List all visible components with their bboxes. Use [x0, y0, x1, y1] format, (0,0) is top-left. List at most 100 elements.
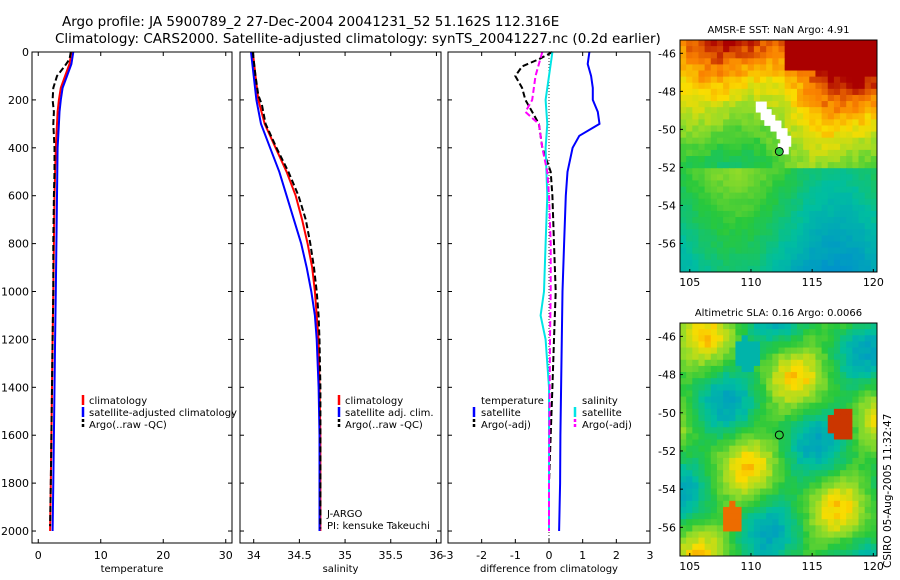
map-cell — [803, 101, 810, 108]
map-cell — [784, 353, 792, 361]
map-cell — [698, 519, 706, 526]
map-cell — [710, 192, 718, 200]
map-cell — [741, 137, 749, 145]
map-cell — [741, 421, 749, 428]
map-cell — [803, 341, 810, 349]
map-cell — [680, 372, 687, 379]
map-cell — [710, 482, 718, 490]
map-cell — [846, 519, 853, 526]
map-cell — [766, 482, 773, 490]
map-cell — [858, 457, 866, 465]
map-cell — [710, 247, 718, 255]
map-cell — [840, 372, 847, 379]
map-cell — [870, 40, 878, 47]
map-cell — [680, 513, 687, 520]
map-cell — [827, 494, 835, 502]
map-cell — [692, 119, 699, 126]
map-cell — [821, 210, 829, 218]
map-cell — [716, 427, 724, 434]
map-cell — [790, 70, 798, 78]
map-cell — [796, 390, 804, 398]
map-cell — [741, 372, 749, 379]
map-cell — [735, 265, 743, 273]
map-cell — [840, 156, 847, 163]
map-cell — [821, 390, 829, 398]
map-cell — [766, 543, 773, 551]
map-cell — [846, 235, 853, 242]
map-cell — [815, 531, 823, 539]
map-cell — [698, 58, 706, 65]
map-cell — [704, 113, 712, 120]
map-cell — [858, 58, 866, 65]
map-cell — [784, 58, 792, 65]
map-cell — [753, 265, 761, 273]
map-cell — [803, 378, 810, 385]
map-cell — [778, 223, 786, 230]
map-cell — [692, 180, 699, 188]
map-cell — [760, 46, 767, 53]
map-cell — [704, 210, 712, 218]
map-cell — [741, 525, 749, 532]
map-cell — [870, 204, 878, 212]
map-cell — [833, 125, 841, 133]
map-cell — [692, 192, 699, 200]
map-cell — [803, 543, 810, 551]
map-cell — [716, 519, 724, 526]
map-cell — [833, 223, 841, 230]
x-tick-label: -3 — [443, 549, 454, 562]
map-cell — [741, 365, 749, 373]
map-cell — [846, 137, 853, 145]
map-cell — [815, 259, 823, 267]
map-cell — [778, 372, 786, 379]
map-cell — [796, 372, 804, 379]
map-cell — [840, 543, 847, 551]
map-cell — [803, 265, 810, 273]
map-cell — [852, 365, 860, 373]
map-cell — [846, 70, 853, 78]
map-cell — [735, 229, 743, 236]
map-cell — [772, 323, 779, 330]
map-cell — [716, 76, 724, 84]
map-cell — [833, 82, 841, 90]
map-cell — [735, 174, 743, 181]
map-cell — [784, 421, 792, 428]
map-cell — [723, 347, 730, 355]
map-cell — [698, 414, 706, 422]
map-cell — [716, 482, 724, 490]
map-cell — [870, 70, 878, 78]
map-cell — [778, 341, 786, 349]
map-cell — [778, 253, 786, 261]
map-cell — [716, 494, 724, 502]
x-tick-label: 110 — [740, 560, 761, 573]
map-cell — [692, 427, 699, 434]
map-cell — [729, 482, 736, 490]
map-cell — [852, 347, 860, 355]
map-cell — [821, 384, 829, 391]
map-cell — [827, 519, 835, 526]
map-cell — [741, 408, 749, 416]
map-cell — [716, 223, 724, 230]
map-cell — [766, 131, 773, 139]
map-cell — [852, 433, 860, 440]
map-cell — [760, 396, 767, 404]
map-cell — [790, 119, 798, 126]
map-cell — [796, 168, 804, 175]
map-cell — [827, 421, 835, 428]
x-tick-label: 120 — [863, 560, 884, 573]
map-cell — [716, 265, 724, 273]
map-cell — [692, 265, 699, 273]
map-cell — [729, 131, 736, 139]
map-cell — [827, 353, 835, 361]
map-cell — [796, 402, 804, 410]
map-cell — [790, 94, 798, 102]
map-cell — [840, 457, 847, 465]
map-cell — [710, 457, 718, 465]
map-cell — [772, 107, 779, 114]
map-cell — [827, 186, 835, 194]
map-cell — [852, 470, 860, 477]
map-cell — [704, 235, 712, 242]
map-cell — [735, 378, 743, 385]
map-cell — [766, 323, 773, 330]
map-cell — [870, 445, 878, 453]
map-cell — [864, 94, 872, 102]
